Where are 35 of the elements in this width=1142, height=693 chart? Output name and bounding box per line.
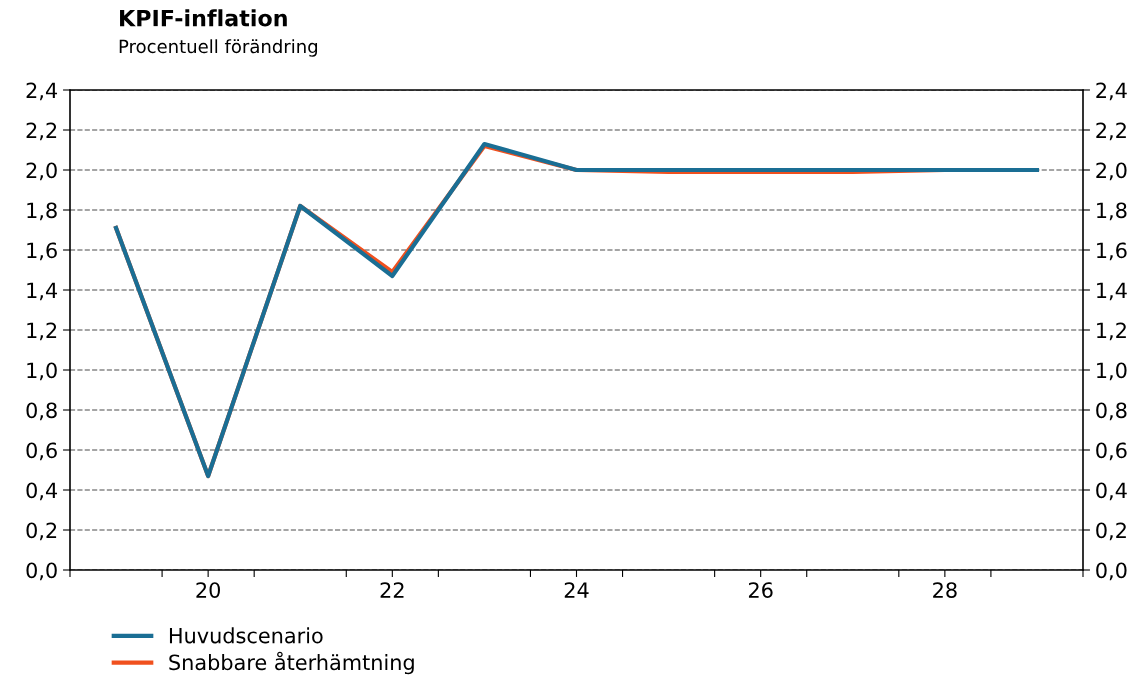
y-tick-label: 1,0 bbox=[27, 362, 57, 381]
y-tick-label: 0,4 bbox=[26, 482, 58, 501]
y-tick-label: 2,4 bbox=[26, 82, 58, 101]
y2-tick-label: 1,6 bbox=[1097, 242, 1127, 261]
chart-subtitle: Procentuell förändring bbox=[119, 39, 318, 57]
y2-tick-label: 2,2 bbox=[1096, 122, 1126, 141]
y2-tick-label: 0,6 bbox=[1096, 442, 1127, 461]
chart-title: KPIF-inflation bbox=[120, 9, 287, 27]
y2-tick-label: 2,0 bbox=[1096, 162, 1127, 181]
y-tick-label: 0,0 bbox=[26, 562, 57, 581]
y-tick-label: 1,8 bbox=[27, 202, 57, 221]
y-tick-label: 1,4 bbox=[27, 282, 58, 301]
y2-tick-label: 1,0 bbox=[1097, 362, 1127, 381]
y-tick-label: 1,2 bbox=[27, 322, 57, 341]
legend-label: Snabbare återhämtning bbox=[169, 651, 414, 675]
x-tick-label: 24 bbox=[564, 582, 589, 598]
y-tick-label: 0,8 bbox=[26, 402, 57, 421]
y2-tick-label: 0,0 bbox=[1096, 562, 1127, 581]
y2-tick-label: 0,2 bbox=[1096, 522, 1126, 541]
y2-tick-label: 2,4 bbox=[1096, 82, 1127, 101]
y2-tick-label: 1,8 bbox=[1097, 202, 1127, 221]
y2-tick-label: 0,4 bbox=[1096, 482, 1127, 501]
x-tick-label: 22 bbox=[380, 582, 404, 598]
y-tick-label: 2,0 bbox=[26, 162, 57, 181]
y-tick-label: 2,2 bbox=[26, 122, 57, 141]
y2-tick-label: 0,8 bbox=[1096, 402, 1127, 421]
y-tick-label: 0,6 bbox=[26, 442, 57, 461]
y-tick-label: 1,6 bbox=[27, 242, 57, 261]
x-tick-label: 28 bbox=[933, 582, 957, 598]
x-tick-label: 20 bbox=[196, 582, 221, 598]
y2-tick-label: 1,2 bbox=[1097, 322, 1126, 341]
x-tick-label: 26 bbox=[748, 582, 773, 598]
y-tick-label: 0,2 bbox=[26, 522, 57, 541]
legend-label: Huvudscenario bbox=[169, 627, 323, 644]
y2-tick-label: 1,4 bbox=[1097, 282, 1127, 301]
